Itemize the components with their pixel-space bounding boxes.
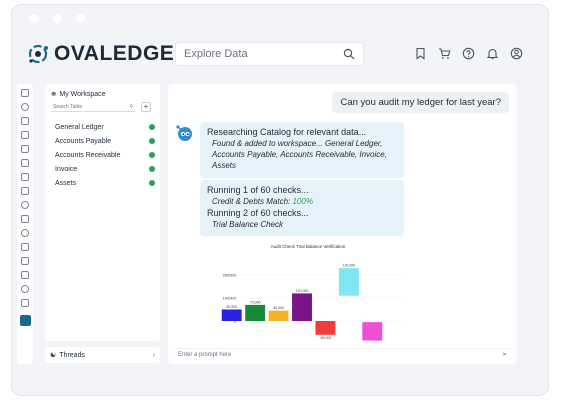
window-dot[interactable] (53, 14, 62, 23)
chat-panel: Can you audit my ledger for last year? R… (168, 84, 517, 364)
workspace-panel: ☸ My Workspace Search Table ⚲ + General … (45, 84, 160, 341)
header-icons (414, 47, 523, 60)
database-icon[interactable] (21, 243, 29, 251)
check2-detail: Trial Balance Check (212, 220, 283, 229)
chart-bar[interactable] (268, 310, 289, 321)
research-heading: Researching Catalog for relevant data... (207, 127, 367, 137)
check-icon (149, 152, 155, 158)
home-icon[interactable] (21, 89, 29, 97)
users-icon[interactable] (21, 299, 29, 307)
list-item[interactable]: Accounts Payable (55, 134, 155, 148)
cart-icon[interactable] (438, 47, 451, 60)
check1-detail: Credit & Debts Match: 100% (207, 196, 397, 207)
list-item-label: Invoice (55, 165, 78, 173)
search-input[interactable]: Explore Data (184, 48, 248, 60)
bar-data-label: 120,000 (296, 289, 309, 293)
list-item[interactable]: Invoice (55, 162, 155, 176)
list-item-label: Accounts Payable (55, 137, 112, 145)
check2-heading: Running 2 of 60 checks... (207, 208, 309, 218)
header: OVALEDGE Explore Data (12, 33, 548, 77)
chart-svg: Audit Check Trial Balance Verification 0… (221, 244, 404, 341)
research-detail: Found & added to workspace... General Le… (212, 139, 387, 170)
workspace-table-list: General Ledger Accounts Payable Accounts… (55, 120, 155, 190)
chart-bar[interactable] (245, 304, 266, 321)
folder-icon[interactable] (21, 257, 29, 265)
logo-text: OVALEDGE (54, 42, 175, 65)
chart-bar[interactable] (362, 322, 383, 341)
chart-bar[interactable] (338, 268, 359, 296)
check-icon (149, 180, 155, 186)
prompt-input[interactable]: Enter a prompt here ➤ (174, 348, 511, 360)
help-icon[interactable] (462, 47, 475, 60)
tag-icon[interactable] (21, 103, 29, 111)
logo-icon (28, 44, 48, 64)
check1-detail-label: Credit & Debts Match: (212, 197, 291, 206)
window-dot[interactable] (30, 14, 39, 23)
icon-rail (17, 84, 33, 364)
bot-message-checks: Running 1 of 60 checks... Credit & Debts… (200, 180, 404, 236)
check-icon (149, 166, 155, 172)
table-search[interactable]: Search Table ⚲ (51, 102, 135, 112)
list-item-label: General Ledger (55, 123, 104, 131)
list-item-label: Accounts Receivable (55, 151, 121, 159)
bar-data-label: 120,000 (343, 264, 356, 268)
shield-icon[interactable] (21, 285, 29, 293)
search-icon[interactable] (343, 48, 355, 60)
workspace-icon: ☸ (51, 92, 57, 98)
settings-icon[interactable] (21, 229, 29, 237)
check-icon (149, 124, 155, 130)
chart-bar[interactable] (221, 309, 242, 322)
workspace-title[interactable]: ☸ My Workspace (51, 91, 106, 98)
grid-icon[interactable] (21, 131, 29, 139)
document-icon[interactable] (21, 145, 29, 153)
threads-icon: ☯ (50, 352, 57, 359)
workspace-title-label: My Workspace (59, 91, 106, 98)
image-icon[interactable] (21, 187, 29, 195)
threads-panel[interactable]: ☯ Threads › (45, 347, 160, 363)
prompt-placeholder[interactable]: Enter a prompt here (178, 351, 232, 358)
table-icon[interactable] (21, 159, 29, 167)
bot-avatar-icon (176, 125, 192, 141)
table-search-input[interactable]: Search Table (53, 103, 83, 110)
chevron-right-icon[interactable]: › (152, 351, 155, 359)
bar-data-label: 50,000 (226, 305, 237, 309)
check1-result: 100% (292, 197, 313, 206)
send-icon[interactable]: ➤ (501, 352, 507, 358)
search-icon: ⚲ (129, 103, 133, 110)
explore-search[interactable]: Explore Data (175, 42, 364, 66)
bot-message-research: Researching Catalog for relevant data...… (200, 122, 404, 178)
chart-icon[interactable] (21, 173, 29, 181)
y-tick-label: 100000 (223, 296, 237, 301)
bar-data-label: -60,000 (319, 336, 331, 340)
list-item[interactable]: Accounts Receivable (55, 148, 155, 162)
logo: OVALEDGE (26, 42, 174, 66)
add-table-button[interactable]: + (141, 102, 151, 112)
compass-icon[interactable] (21, 201, 29, 209)
threads-label: Threads (59, 351, 85, 359)
lock-icon[interactable] (21, 215, 29, 223)
user-message: Can you audit my ledger for last year? (332, 92, 509, 113)
chart-bar[interactable] (292, 293, 312, 321)
list-item-label: Assets (55, 179, 77, 187)
y-tick-label: 200000 (223, 273, 237, 278)
audit-chart: Audit Check Trial Balance Verification 0… (208, 240, 408, 346)
list-item[interactable]: General Ledger (55, 120, 155, 134)
check-icon (149, 138, 155, 144)
catalog-icon[interactable] (21, 117, 29, 125)
user-icon[interactable] (510, 47, 523, 60)
bookmark-icon[interactable] (414, 47, 427, 60)
window-dot[interactable] (76, 14, 85, 23)
bell-icon[interactable] (486, 47, 499, 60)
list-item[interactable]: Assets (55, 176, 155, 190)
chart-bar[interactable] (315, 321, 336, 335)
chart-title: Audit Check Trial Balance Verification (271, 244, 346, 249)
check1-heading: Running 1 of 60 checks... (207, 185, 309, 195)
bar-data-label: 45,000 (273, 306, 284, 310)
workspace-icon[interactable] (19, 315, 31, 326)
bar-data-label: 70,000 (250, 300, 261, 304)
list-icon[interactable] (21, 271, 29, 279)
window-controls (30, 14, 85, 23)
